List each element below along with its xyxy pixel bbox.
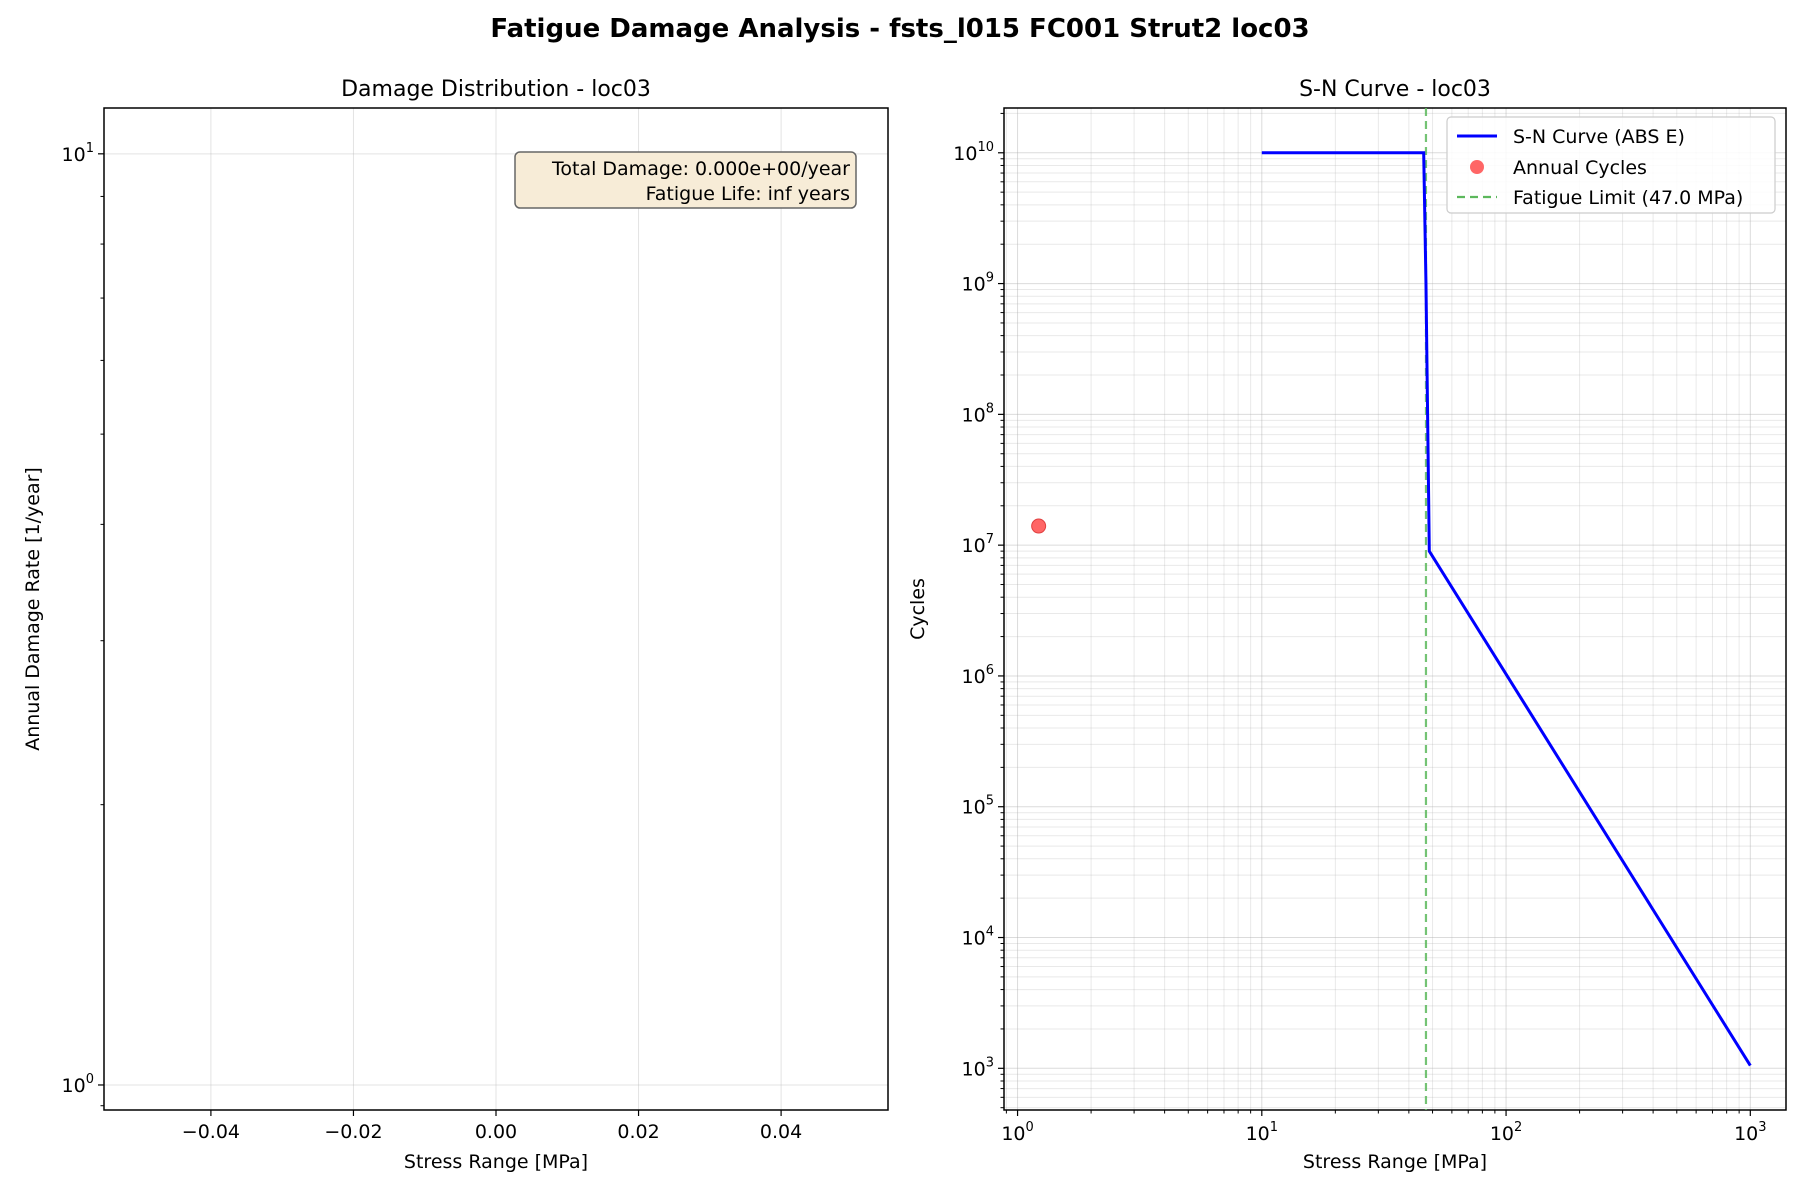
chart-title: Damage Distribution - loc03 [341, 77, 651, 102]
x-tick-label: 102 [1490, 1120, 1522, 1145]
y-tick-label: 106 [962, 663, 994, 688]
chart-title: S-N Curve - loc03 [1299, 77, 1491, 102]
y-tick-label: 1010 [953, 140, 994, 165]
damage-distribution-chart: −0.04 −0.02 0.00 0.02 0.04 100 101 Damage Distr… [22, 77, 889, 1173]
fatigue-life-text: Fatigue Life: inf years [646, 183, 850, 205]
legend-box [1446, 116, 1776, 214]
y-axis-label: Annual Damage Rate [1/year] [22, 467, 44, 751]
x-tick-label: −0.04 [182, 1121, 240, 1143]
x-tick-label: 0.00 [475, 1121, 517, 1143]
y-axis-label: Cycles [907, 578, 929, 640]
legend-label-annual-cycles: Annual Cycles [1513, 157, 1647, 179]
x-tick-label: −0.02 [324, 1121, 382, 1143]
x-tick-label: 0.04 [760, 1121, 802, 1143]
y-tick-label: 100 [62, 1072, 94, 1097]
legend-label-sn-curve: S-N Curve (ABS E) [1513, 126, 1685, 148]
x-axis-label: Stress Range [MPa] [404, 1151, 588, 1173]
damage-summary-box [514, 151, 857, 209]
y-tick-label: 108 [962, 401, 994, 426]
y-tick-label: 109 [962, 271, 994, 296]
legend-swatch-annual-cycles [1470, 160, 1484, 174]
y-tick-label: 107 [962, 532, 994, 557]
figure-title: Fatigue Damage Analysis - fsts_l015 FC00… [490, 14, 1310, 44]
x-tick-label: 100 [1001, 1120, 1033, 1145]
sn-curve-chart: 100 101 102 103 103 104 105 106 107 108 109 1010 S-N… [907, 77, 1787, 1173]
y-tick-label: 105 [962, 794, 994, 819]
x-tick-label: 0.02 [617, 1121, 659, 1143]
x-tick-label: 101 [1246, 1120, 1278, 1145]
total-damage-text: Total Damage: 0.000e+00/year [551, 158, 850, 180]
y-tick-label: 103 [962, 1055, 994, 1080]
y-tick-label: 101 [62, 141, 94, 166]
legend-label-fatigue-limit: Fatigue Limit (47.0 MPa) [1513, 187, 1743, 209]
x-axis-label: Stress Range [MPa] [1303, 1151, 1487, 1173]
annual-cycles-point [1031, 518, 1047, 534]
y-tick-label: 104 [962, 925, 994, 950]
x-tick-label: 103 [1734, 1120, 1766, 1145]
sn-curve-line [1261, 151, 1752, 1067]
plot-area [1003, 107, 1787, 1111]
